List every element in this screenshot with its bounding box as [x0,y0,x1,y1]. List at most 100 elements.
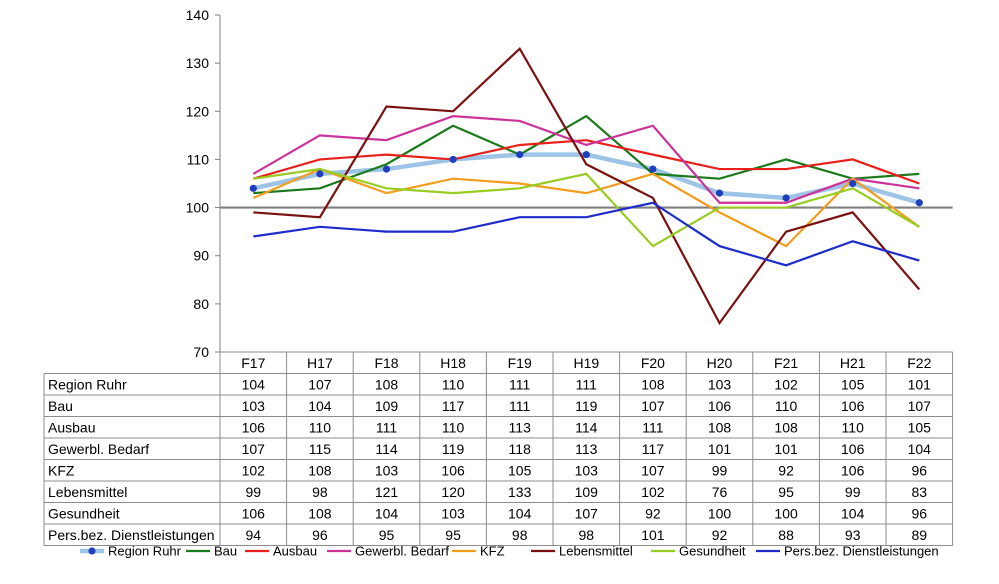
table-cell-value: 114 [575,419,598,435]
table-cell-value: 111 [509,376,530,392]
region-ruhr-marker [449,155,457,164]
legend-marker [88,547,96,555]
x-category-label: F17 [241,355,265,371]
table-row-label: Gewerbl. Bedarf [48,441,149,457]
legend-label: Gesundheit [679,544,746,559]
y-tick-label: 100 [186,200,210,216]
region-ruhr-marker [582,151,590,159]
table-cell-value: 96 [912,505,928,521]
table-cell-value: 117 [642,441,665,457]
legend: Region Ruhr Bau Ausbau Gewerbl. Bedarf KFZ Le… [80,544,939,559]
x-category-label: F19 [508,355,532,371]
x-category-label: F18 [374,355,398,371]
table-cell-value: 103 [708,376,732,392]
table-cell-value: 114 [375,441,398,457]
table-cell-value: 103 [375,462,399,478]
table-cell-value: 110 [442,376,465,392]
table-cell-value: 111 [576,376,597,392]
table-row-label: Lebensmittel [48,484,127,500]
legend-label: Region Ruhr [108,544,182,559]
table-cell-value: 106 [708,398,732,414]
table-cell-value: 107 [908,398,932,414]
table-cell-value: 99 [845,484,861,500]
table-cell-value: 107 [242,441,266,457]
table-cell-value: 92 [712,527,728,543]
y-tick-label: 140 [186,7,210,23]
table-cell-value: 96 [912,462,928,478]
data-table: F17 H17 F18 H18 F19 H19 F20 H20 F21 H21 F22 Region … [43,351,954,546]
series-line-ausbau [252,139,920,185]
legend-label: Pers.bez. Dienstleistungen [784,544,939,559]
x-category-label: F20 [641,355,665,371]
table-row-label: Pers.bez. Dienstleistungen [48,527,215,543]
x-category-label: F22 [907,355,931,371]
y-tick-label: 90 [193,248,209,264]
region-ruhr-marker [649,165,657,173]
table-cell-value: 106 [441,462,465,478]
table-cell-value: 106 [242,419,266,435]
table-row-label: KFZ [48,462,75,478]
table-cell-value: 101 [774,441,798,457]
table-cell-value: 98 [579,527,595,543]
region-ruhr-marker [849,179,857,188]
region-ruhr-marker [915,199,923,207]
table-cell-value: 95 [778,484,794,500]
table-cell-value: 92 [778,462,794,478]
table-cell-value: 102 [774,376,798,392]
table-cell-value: 104 [375,505,399,521]
table-cell-value: 93 [845,527,861,543]
table-cell-value: 104 [841,505,865,521]
table-cell-value: 98 [312,484,328,500]
table-cell-value: 88 [778,527,794,543]
table-cell-value: 103 [441,505,465,521]
table-cell-value: 83 [912,484,928,500]
series-line-gesundheit [253,167,920,248]
series-lines [249,46,923,326]
table-cell-value: 96 [312,527,328,543]
table-row-label: Region Ruhr [48,376,127,392]
table-cell-value: 104 [308,398,332,414]
y-tick-label: 110 [187,151,210,167]
table-cell-value: 106 [841,398,865,414]
table-cell-value: 103 [575,462,599,478]
legend-label: Lebensmittel [559,544,633,559]
table-cell-value: 76 [712,484,728,500]
table-cell-value: 111 [376,419,397,435]
table-cell-value: 111 [509,398,530,414]
table-cell-value: 108 [308,505,332,521]
table-cell-value: 110 [842,419,865,435]
table-cell-value: 99 [712,462,728,478]
table-cell-value: 121 [375,484,399,500]
y-tick-label: 80 [193,296,209,312]
table-cell-value: 109 [375,398,399,414]
table-row-label: Gesundheit [48,505,120,521]
table-cell-value: 106 [242,505,266,521]
x-category-label: F21 [774,355,798,371]
series-line-lebensmittel [253,46,921,326]
y-axis: 70 80 90 100 110 120 130 140 [186,7,953,360]
series-line-kfz [252,167,920,248]
table-cell-value: 107 [308,376,332,392]
table-cell-value: 101 [708,441,732,457]
table-cell-value: 113 [509,419,532,435]
legend-label: Ausbau [273,544,317,559]
legend-label: KFZ [480,544,505,559]
legend-label: Gewerbl. Bedarf [355,544,449,559]
table-cell-value: 104 [908,441,932,457]
table-cell-value: 119 [575,398,598,414]
series-line-pers-bez-dienstleistungen [253,201,920,267]
region-ruhr-marker [715,189,724,197]
x-category-label: H21 [840,355,866,371]
table-cell-value: 99 [246,484,262,500]
table-cell-value: 107 [641,398,665,414]
table-cell-value: 103 [242,398,266,414]
table-cell-value: 95 [445,527,461,543]
region-ruhr-marker [516,151,524,159]
table-cell-value: 108 [708,419,732,435]
table-row-label: Bau [48,398,73,414]
table-cell-value: 120 [441,484,465,500]
region-ruhr-marker [782,194,790,202]
region-ruhr-marker [316,170,324,178]
table-cell-value: 108 [375,376,399,392]
table-cell-value: 110 [442,419,465,435]
